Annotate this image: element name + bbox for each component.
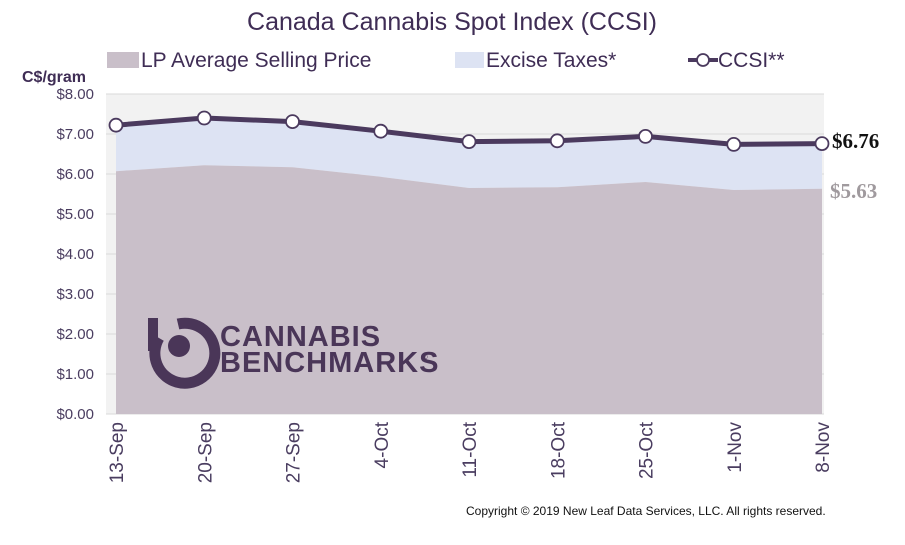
legend-label-lp: LP Average Selling Price [141,49,371,72]
x-tick-text: 11-Oct [460,421,481,477]
logo-registered-mark: ® [421,352,428,362]
ccsi-point [814,136,830,152]
x-tick-label: 11-Oct [460,421,481,477]
x-tick-label: 18-Oct [548,421,569,479]
y-tick-label: $4.00 [56,246,94,263]
y-tick-label: $5.00 [56,206,94,223]
x-tick-text: 27-Sep [284,422,305,483]
y-tick-label: $3.00 [56,286,94,303]
legend-swatch-lp [107,52,139,68]
cannabis-benchmarks-logo: CANNABIS BENCHMARKS ® [148,317,439,389]
x-tick-label: 27-Sep [284,422,305,483]
x-tick-label: 1-Nov [725,422,746,473]
x-tick-text: 1-Nov [725,422,746,473]
y-tick-label: $8.00 [56,86,94,103]
y-tick-label: $1.00 [56,366,94,383]
ccsi-point [549,133,565,149]
x-tick-label: 8-Nov [813,422,834,473]
legend-label-excise: Excise Taxes* [486,49,616,72]
y-tick-label: $2.00 [56,326,94,343]
ccsi-point [461,134,477,150]
ccsi-point [108,117,124,133]
x-tick-label: 25-Oct [637,421,658,479]
chart-title: Canada Cannabis Spot Index (CCSI) [247,8,657,36]
y-tick-label: $7.00 [56,126,94,143]
x-tick-text: 18-Oct [548,421,569,479]
legend: LP Average Selling Price Excise Taxes* C… [107,49,785,72]
y-tick-label: $0.00 [56,406,94,423]
copyright-notice: Copyright © 2019 New Leaf Data Services,… [466,504,826,518]
x-tick-text: 8-Nov [813,422,834,473]
x-tick-text: 4-Oct [372,421,393,468]
x-tick-text: 20-Sep [195,422,216,483]
y-axis-label: C$/gram [22,69,86,86]
ccsi-point [285,114,300,129]
logo-line-2: BENCHMARKS [220,347,439,379]
logo-mark-icon [148,317,221,389]
end-label-lp: $5.63 [830,179,877,203]
end-label-ccsi: $6.76 [832,129,879,153]
legend-swatch-excise [455,52,484,68]
ccsi-point [726,136,742,152]
x-tick-label: 13-Sep [107,422,128,483]
ccsi-point [638,128,653,144]
lp-average-area [116,165,822,414]
x-tick-text: 25-Oct [637,421,658,479]
y-tick-label: $6.00 [56,166,94,183]
x-tick-label: 4-Oct [372,421,393,468]
x-tick-label: 20-Sep [195,422,216,483]
ccsi-point [196,110,212,126]
excise-taxes-area [116,118,822,190]
ccsi-point [373,123,389,139]
legend-label-ccsi: CCSI** [718,49,785,72]
logo-line-1: CANNABIS [220,321,381,353]
x-tick-text: 13-Sep [107,422,128,483]
legend-marker-ccsi [696,53,710,67]
